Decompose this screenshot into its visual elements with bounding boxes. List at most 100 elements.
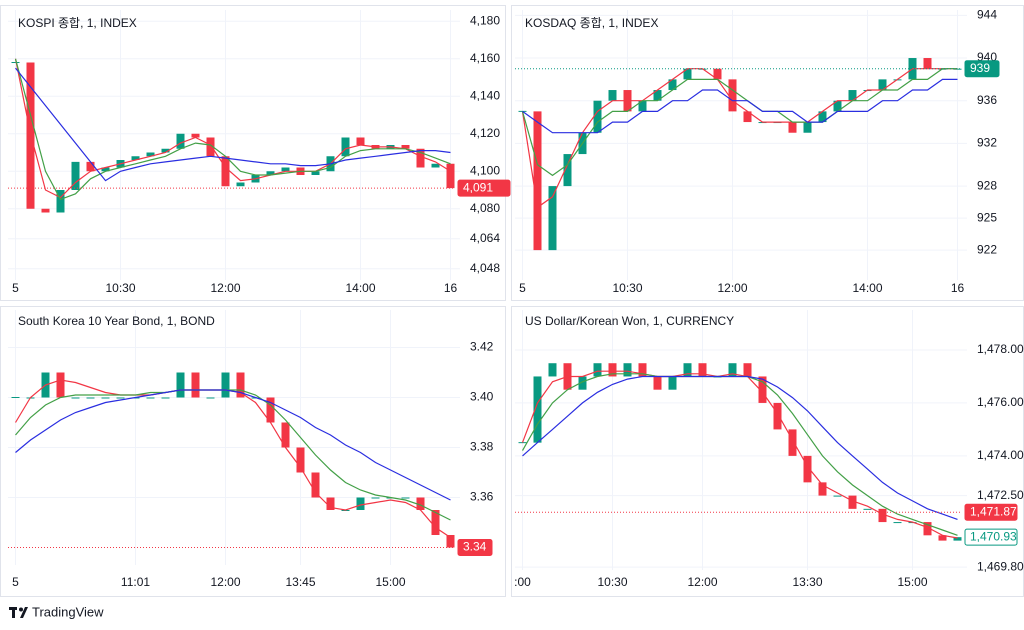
- candle: [356, 137, 365, 145]
- candle: [893, 522, 902, 524]
- price-tag-label: 1,471.87: [970, 504, 1017, 518]
- candle: [41, 208, 50, 213]
- y-tick-label: 4,140: [470, 88, 500, 102]
- candle: [818, 482, 827, 496]
- candle: [683, 363, 692, 377]
- candle: [563, 154, 572, 187]
- candle: [401, 145, 410, 149]
- price-tag-label: 4,091: [463, 180, 493, 194]
- moving-average-line: [15, 389, 451, 501]
- candle: [146, 152, 155, 157]
- y-tick-label: 1,478.00: [977, 342, 1024, 356]
- candle: [416, 148, 425, 168]
- candle: [191, 133, 200, 138]
- candle: [593, 363, 602, 377]
- candle: [86, 161, 95, 172]
- candle: [728, 79, 737, 112]
- candle: [146, 397, 155, 399]
- brand-logo: [9, 607, 28, 618]
- candle: [446, 535, 455, 548]
- moving-average-line: [521, 370, 958, 539]
- candle: [848, 90, 857, 101]
- x-tick-label: 14:00: [852, 281, 882, 295]
- candle: [11, 397, 20, 398]
- x-tick-label: 10:30: [105, 281, 135, 295]
- candle: [773, 402, 782, 430]
- x-tick-label: 13:30: [792, 575, 822, 589]
- candle: [356, 497, 365, 510]
- candle: [533, 111, 542, 251]
- chart-title: US Dollar/Korean Won, 1, CURRENCY: [525, 314, 734, 328]
- candle: [296, 447, 305, 473]
- x-tick-label: 12:00: [717, 281, 747, 295]
- chart: 4,048 4,064 4,080 4,100 4,120 4,140 4,160 4,180…: [8, 10, 511, 295]
- price-tag-label: 1,470.93: [970, 529, 1017, 543]
- y-tick-label: 4,180: [470, 13, 500, 27]
- panel: [0, 5, 506, 301]
- candle: [311, 171, 320, 175]
- chart-title: South Korea 10 Year Bond, 1, BOND: [18, 314, 215, 328]
- candle: [878, 79, 887, 91]
- candle: [101, 397, 110, 399]
- candle: [608, 363, 617, 377]
- x-tick-label: 12:00: [210, 575, 240, 589]
- candle: [818, 111, 827, 123]
- candle: [416, 497, 425, 510]
- chart-title: KOSDAQ 종합, 1, INDEX: [525, 16, 658, 30]
- x-tick-label: 15:00: [375, 575, 405, 589]
- x-tick-label: 12:00: [210, 281, 240, 295]
- candle: [653, 90, 662, 101]
- candle: [401, 497, 410, 499]
- candle: [638, 100, 647, 112]
- moving-average-line: [521, 68, 958, 177]
- x-tick-label: 13:45: [285, 575, 315, 589]
- panel: [511, 5, 1024, 301]
- candle: [788, 429, 797, 456]
- candle: [206, 397, 215, 399]
- candle: [743, 111, 752, 123]
- candle: [101, 167, 110, 172]
- candle: [698, 363, 707, 377]
- x-tick-label: 5: [12, 575, 19, 589]
- candle: [56, 190, 65, 213]
- candle: [548, 363, 557, 377]
- candle: [938, 535, 947, 541]
- candle: [71, 397, 80, 399]
- brand-name: TradingView: [32, 604, 104, 619]
- y-tick-label: 928: [977, 178, 997, 192]
- price-tag-label: 939: [970, 61, 990, 75]
- x-tick-label: 10:30: [597, 575, 627, 589]
- x-tick-label: 11:01: [121, 575, 150, 589]
- y-tick-label: 936: [977, 93, 997, 107]
- candle: [206, 137, 215, 157]
- candle: [833, 495, 842, 497]
- price-tag: [457, 179, 511, 197]
- candle: [878, 508, 887, 523]
- moving-average-line: [522, 78, 958, 134]
- candle: [518, 110, 527, 112]
- x-tick-label: 16: [444, 281, 458, 295]
- candle: [371, 497, 380, 499]
- candle: [221, 156, 230, 187]
- candle: [668, 376, 677, 390]
- y-tick-label: 4,100: [470, 163, 500, 177]
- candle: [236, 182, 245, 187]
- candle: [833, 100, 842, 112]
- y-tick-label: 4,048: [470, 261, 500, 275]
- candle: [578, 376, 587, 390]
- moving-average-line: [521, 68, 958, 209]
- candle: [653, 376, 662, 390]
- y-tick-label: 932: [977, 136, 997, 150]
- price-tag: [964, 503, 1018, 521]
- candle: [221, 372, 230, 398]
- candle: [548, 186, 557, 251]
- y-tick-label: 3.36: [470, 490, 494, 504]
- chart-title: KOSPI 종합, 1, INDEX: [18, 16, 137, 30]
- candle: [683, 68, 692, 80]
- candle: [326, 497, 335, 510]
- candle: [446, 163, 455, 189]
- candle: [518, 442, 527, 444]
- candle: [281, 422, 290, 448]
- y-tick-label: 4,120: [470, 126, 500, 140]
